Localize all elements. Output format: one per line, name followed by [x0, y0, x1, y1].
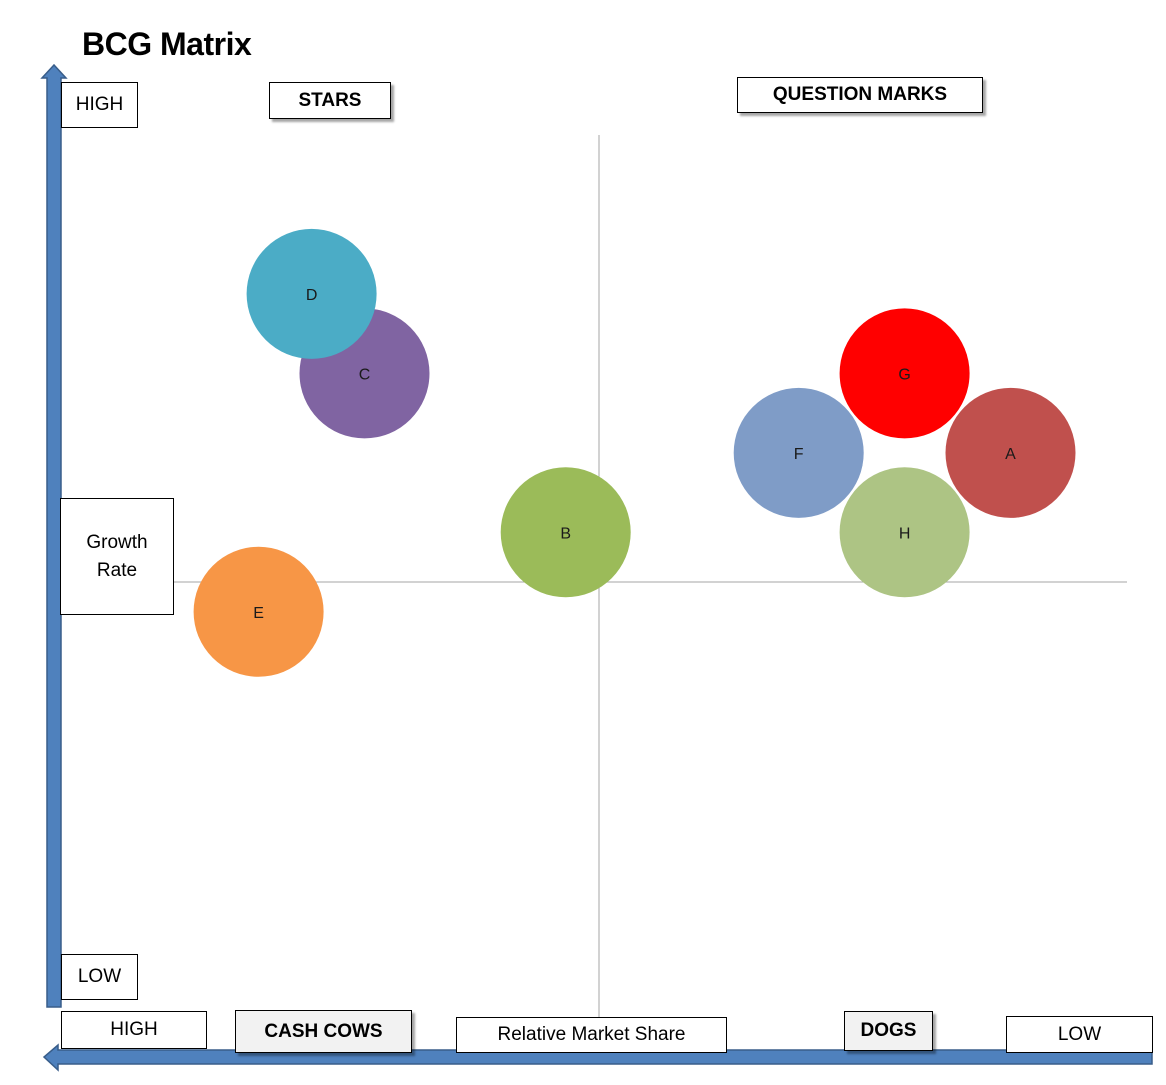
bubble-label-f: F [794, 446, 804, 463]
x-axis-high-label: HIGH [61, 1011, 207, 1049]
page-title: BCG Matrix [82, 26, 252, 62]
quadrant-label-question-marks: QUESTION MARKS [737, 77, 983, 113]
bubble-group: C D B E A G F H [193, 228, 1076, 677]
quadrant-label-dogs: DOGS [844, 1011, 933, 1051]
bubble-g [839, 308, 970, 439]
y-axis-title: Growth Rate [60, 498, 174, 615]
bubble-label-d: D [306, 287, 318, 304]
y-axis-arrow [40, 63, 68, 1008]
y-axis-high-label: HIGH [61, 82, 138, 128]
bubble-e [193, 546, 324, 677]
bubble-b [500, 467, 631, 598]
bubble-d [246, 228, 377, 359]
bubble-f [733, 387, 864, 518]
bubble-h [839, 467, 970, 598]
bubble-label-e: E [253, 605, 264, 622]
quadrant-label-cash-cows: CASH COWS [235, 1010, 412, 1053]
bubble-a [945, 387, 1076, 518]
x-axis-title: Relative Market Share [456, 1017, 727, 1053]
bubble-label-h: H [899, 525, 911, 542]
y-axis-low-label: LOW [61, 954, 138, 1000]
bubble-label-c: C [359, 366, 371, 383]
bubble-label-g: G [898, 366, 910, 383]
x-axis-low-label: LOW [1006, 1016, 1153, 1053]
bubble-label-b: B [560, 525, 571, 542]
bubble-label-a: A [1005, 446, 1016, 463]
quadrant-label-stars: STARS [269, 82, 391, 119]
